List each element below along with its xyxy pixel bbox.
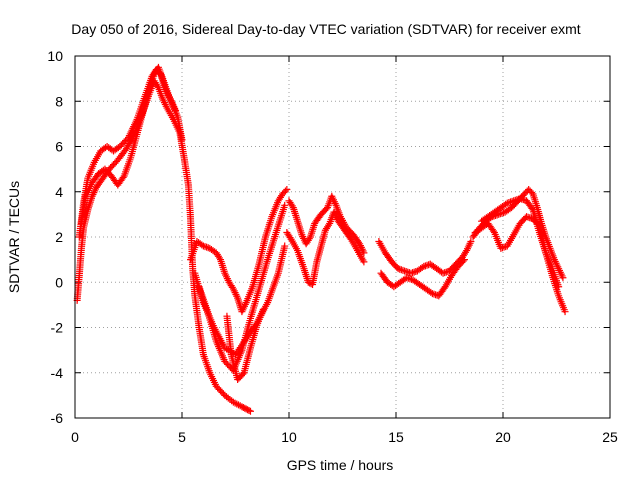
data-point	[119, 173, 127, 181]
data-point	[228, 283, 236, 291]
y-tick-label: -4	[51, 365, 64, 381]
y-tick-label: 10	[47, 48, 63, 64]
x-tick-label: 0	[71, 429, 79, 445]
data-point	[559, 274, 567, 282]
data-point	[259, 305, 267, 313]
series-arc-9	[283, 208, 368, 289]
series-arc-7	[223, 305, 267, 384]
data-point	[283, 185, 291, 193]
y-axis-label: SDTVAR / TECUs	[6, 181, 22, 293]
x-tick-label: 20	[495, 429, 511, 445]
data-point	[418, 264, 426, 272]
series-arc-4	[187, 185, 291, 316]
data-point	[178, 136, 186, 144]
x-tick-label: 15	[388, 429, 404, 445]
data-point	[467, 238, 475, 246]
y-tick-label: 4	[55, 184, 63, 200]
data-point	[215, 254, 223, 262]
data-point	[198, 241, 206, 249]
data-point	[427, 288, 435, 296]
data-point	[460, 256, 468, 264]
chart-title: Day 050 of 2016, Sidereal Day-to-day VTE…	[71, 21, 580, 37]
data-point	[281, 201, 289, 209]
y-tick-label: 6	[55, 139, 63, 155]
y-tick-label: -2	[51, 320, 64, 336]
plot-frame	[74, 55, 611, 419]
data-point	[236, 402, 244, 410]
data-point	[462, 248, 470, 256]
x-tick-label: 10	[281, 429, 297, 445]
series-arc-11	[377, 256, 468, 300]
series-arc-10	[375, 238, 475, 277]
data-point	[561, 308, 569, 316]
series-arc-3	[77, 63, 180, 227]
series-arc-8	[285, 192, 368, 257]
y-tick-label: 8	[55, 93, 63, 109]
data-point	[288, 202, 296, 210]
data-point	[286, 234, 294, 242]
data-point	[305, 235, 313, 243]
x-tick-label: 5	[178, 429, 186, 445]
data-point	[281, 187, 289, 195]
data-point	[153, 82, 161, 90]
data-point	[459, 257, 467, 265]
data-point	[502, 200, 510, 208]
data-point	[360, 258, 368, 266]
y-tick-label: 0	[55, 274, 63, 290]
series-arc-14	[478, 195, 563, 291]
data-point	[172, 106, 180, 114]
grid	[75, 56, 610, 418]
data-point	[528, 204, 536, 212]
x-axis-label: GPS time / hours	[287, 457, 394, 473]
axis-ticks: 0 5 10 15 20 25 -6 -4 -2 0 2 4 6 8 10	[47, 48, 618, 445]
plot-area	[73, 63, 569, 415]
y-tick-label: -6	[51, 410, 64, 426]
x-tick-label: 25	[602, 429, 618, 445]
data-point	[246, 407, 254, 415]
data-point	[555, 283, 563, 291]
data-point	[325, 221, 333, 229]
series-arc-6	[191, 242, 289, 359]
data-point	[281, 242, 289, 250]
data-point	[245, 406, 253, 414]
y-tick-label: 2	[55, 229, 63, 245]
